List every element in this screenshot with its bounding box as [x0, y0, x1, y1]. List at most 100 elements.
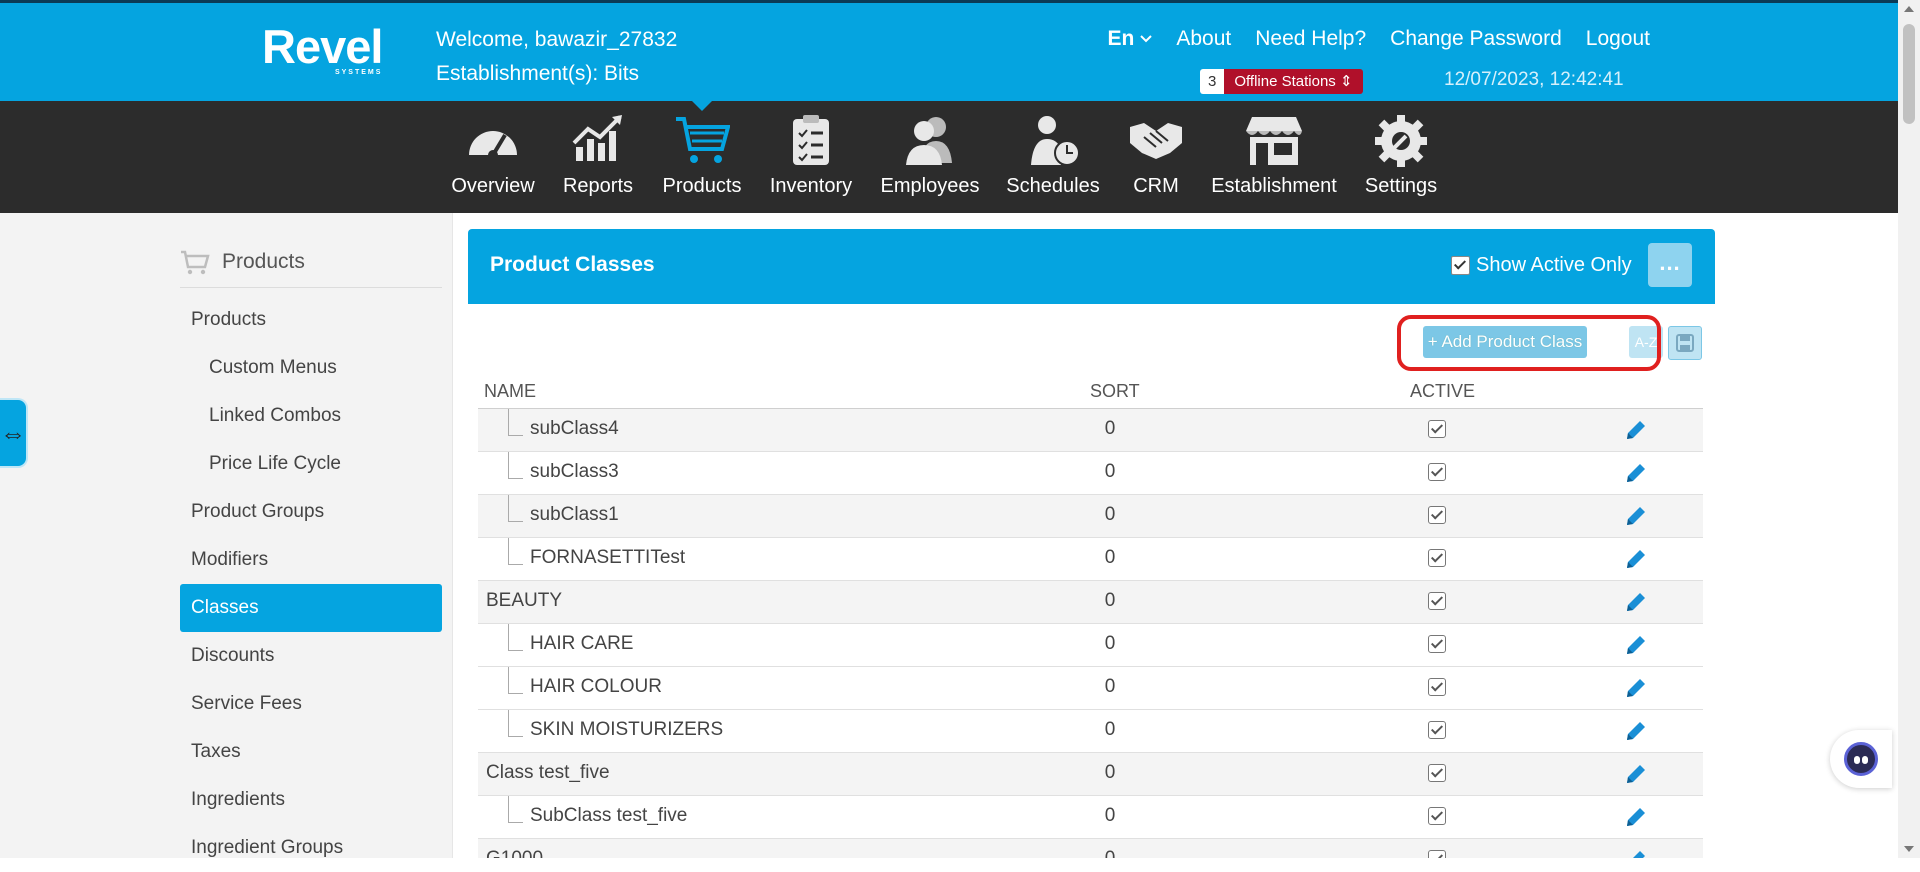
nav-products[interactable]: Products	[662, 101, 742, 213]
sidebar-item-linked-combos[interactable]: Linked Combos	[209, 405, 342, 426]
sidebar-item-classes[interactable]: Classes	[180, 584, 442, 632]
active-checkbox[interactable]	[1428, 420, 1446, 438]
sidebar-item-custom-menus[interactable]: Custom Menus	[209, 357, 337, 378]
scroll-thumb[interactable]	[1903, 24, 1915, 124]
pencil-icon[interactable]	[1623, 460, 1649, 486]
row-sort: 0	[1104, 805, 1116, 826]
sidebar-item-service-fees[interactable]: Service Fees	[191, 693, 302, 714]
sidebar-item-price-life-cycle[interactable]: Price Life Cycle	[209, 453, 341, 474]
add-product-class-button[interactable]: + Add Product Class	[1423, 326, 1587, 358]
tree-connector	[508, 624, 523, 651]
sidebar-item-modifiers[interactable]: Modifiers	[191, 549, 269, 570]
pencil-icon[interactable]	[1623, 632, 1649, 658]
tree-connector	[508, 495, 523, 522]
schedule-icon	[1031, 116, 1080, 166]
offline-stations-badge[interactable]: 3 Offline Stations ⇕	[1200, 69, 1363, 94]
pencil-icon[interactable]	[1623, 847, 1649, 858]
language-select[interactable]: En	[1108, 27, 1153, 51]
table-header: NAME SORT ACTIVE	[478, 373, 1703, 409]
table-row[interactable]: HAIR CARE 0	[478, 624, 1703, 667]
logo-subtext: SYSTEMS	[334, 69, 383, 76]
pencil-icon[interactable]	[1623, 761, 1649, 787]
column-active: ACTIVE	[1410, 381, 1476, 401]
tree-connector	[508, 796, 523, 823]
sidebar-item-taxes[interactable]: Taxes	[191, 741, 241, 762]
show-active-checkbox[interactable]	[1451, 256, 1470, 275]
sidebar-item-ingredients[interactable]: Ingredients	[191, 789, 286, 810]
table-row[interactable]: SubClass test_five 0	[478, 796, 1703, 839]
scroll-up-icon[interactable]	[1904, 6, 1914, 12]
active-checkbox[interactable]	[1428, 764, 1446, 782]
change-password-link[interactable]: Change Password	[1390, 27, 1562, 50]
table-row[interactable]: G1000 0	[478, 839, 1703, 858]
table-row[interactable]: Class test_five 0	[478, 753, 1703, 796]
table-row[interactable]: HAIR COLOUR 0	[478, 667, 1703, 710]
active-checkbox[interactable]	[1428, 592, 1446, 610]
revel-logo[interactable]: Revel SYSTEMS	[262, 23, 383, 76]
save-button[interactable]	[1668, 326, 1702, 360]
about-link[interactable]: About	[1176, 27, 1232, 50]
nav-settings[interactable]: Settings	[1365, 101, 1437, 213]
sidebar-item-product-groups[interactable]: Product Groups	[191, 501, 325, 522]
row-name: G1000	[486, 848, 543, 858]
sort-arrows-icon: ⇕	[1339, 73, 1353, 90]
nav-schedules[interactable]: Schedules	[1006, 101, 1100, 213]
sidebar-background	[0, 213, 452, 858]
pencil-icon[interactable]	[1623, 675, 1649, 701]
chat-assistant-button[interactable]	[1830, 730, 1892, 788]
sidebar-item-discounts[interactable]: Discounts	[191, 645, 275, 666]
active-checkbox[interactable]	[1428, 463, 1446, 481]
pencil-icon[interactable]	[1623, 718, 1649, 744]
active-checkbox[interactable]	[1428, 678, 1446, 696]
panel-header: Product Classes Show Active Only ...	[468, 229, 1715, 304]
table-row[interactable]: BEAUTY 0	[478, 581, 1703, 624]
more-options-button[interactable]: ...	[1648, 243, 1692, 287]
table-row[interactable]: FORNASETTITest 0	[478, 538, 1703, 581]
row-sort: 0	[1100, 848, 1120, 858]
expand-sidebar-button[interactable]: ⇔	[0, 400, 26, 466]
show-active-only-toggle[interactable]: Show Active Only	[1451, 254, 1632, 277]
cart-icon	[181, 250, 210, 275]
sidebar-item-products[interactable]: Products	[191, 309, 266, 330]
table-row[interactable]: SKIN MOISTURIZERS 0	[478, 710, 1703, 753]
scroll-down-icon[interactable]	[1904, 846, 1914, 852]
pencil-icon[interactable]	[1623, 417, 1649, 443]
highlight-annotation	[1397, 315, 1661, 371]
welcome-text: Welcome, bawazir_27832	[436, 28, 678, 51]
nav-overview[interactable]: Overview	[451, 101, 535, 213]
pencil-icon[interactable]	[1623, 503, 1649, 529]
table-row[interactable]: subClass1 0	[478, 495, 1703, 538]
active-checkbox[interactable]	[1428, 549, 1446, 567]
active-checkbox[interactable]	[1428, 850, 1446, 858]
pencil-icon[interactable]	[1623, 804, 1649, 830]
logout-link[interactable]: Logout	[1585, 27, 1650, 50]
nav-reports[interactable]: Reports	[560, 101, 636, 213]
nav-crm[interactable]: CRM	[1126, 101, 1186, 213]
row-name: BEAUTY	[486, 590, 563, 611]
nav-inventory[interactable]: Inventory	[770, 101, 852, 213]
active-checkbox[interactable]	[1428, 721, 1446, 739]
column-sort: SORT	[1090, 381, 1140, 401]
nav-establishment[interactable]: Establishment	[1210, 101, 1338, 213]
offline-count: 3	[1200, 69, 1225, 94]
active-checkbox[interactable]	[1428, 635, 1446, 653]
sidebar-item-ingredient-groups[interactable]: Ingredient Groups	[191, 837, 344, 858]
establishment-text: Establishment(s): Bits	[436, 62, 640, 85]
active-checkbox[interactable]	[1428, 807, 1446, 825]
pencil-icon[interactable]	[1623, 546, 1649, 572]
active-caret	[692, 101, 712, 111]
page-scrollbar[interactable]	[1898, 0, 1920, 858]
row-name: HAIR CARE	[530, 633, 634, 654]
table-row[interactable]: subClass4 0	[478, 409, 1703, 452]
row-sort: 0	[1104, 676, 1116, 697]
active-checkbox[interactable]	[1428, 506, 1446, 524]
expand-icon: ⇔	[0, 418, 26, 448]
pencil-icon[interactable]	[1623, 589, 1649, 615]
row-name: subClass3	[530, 461, 619, 482]
handshake-icon	[1130, 123, 1182, 159]
datetime: 12/07/2023, 12:42:41	[1444, 69, 1624, 90]
need-help-link[interactable]: Need Help?	[1255, 27, 1367, 50]
nav-employees[interactable]: Employees	[880, 101, 980, 213]
dashboard-icon	[469, 131, 517, 160]
table-row[interactable]: subClass3 0	[478, 452, 1703, 495]
